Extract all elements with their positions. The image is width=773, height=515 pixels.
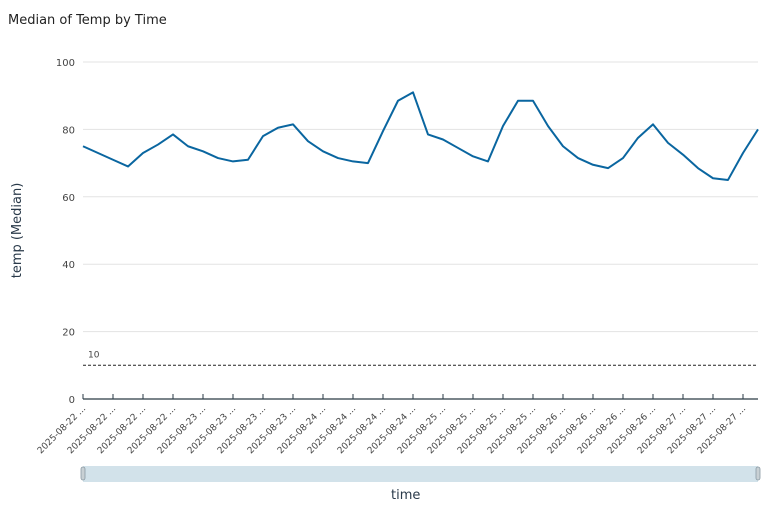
range-slider-right-handle[interactable] [755, 466, 761, 481]
y-tick-label: 40 [62, 260, 75, 271]
y-tick-label: 20 [62, 328, 75, 339]
x-axis-label: time [391, 488, 421, 503]
reference-line-label: 10 [88, 350, 100, 360]
y-tick-label: 100 [56, 58, 75, 69]
y-tick-label: 80 [62, 125, 75, 136]
range-slider-left-handle[interactable] [80, 466, 86, 481]
chart-title: Median of Temp by Time [8, 13, 167, 28]
range-slider[interactable] [83, 466, 758, 482]
y-tick-label: 0 [69, 395, 75, 406]
series-line [82, 91, 759, 181]
y-axis-label: temp (Median) [10, 183, 25, 279]
y-tick-label: 60 [62, 193, 75, 204]
